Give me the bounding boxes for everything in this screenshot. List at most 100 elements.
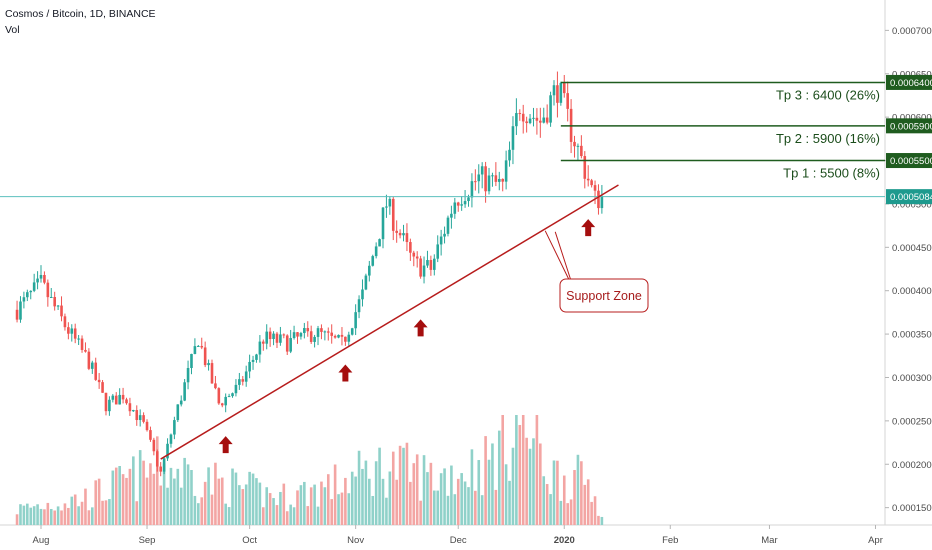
volume-bar bbox=[73, 494, 77, 525]
candle bbox=[316, 325, 320, 346]
volume-bar bbox=[210, 494, 214, 525]
volume-bar bbox=[142, 460, 145, 525]
volume-bar bbox=[227, 507, 231, 525]
candle bbox=[391, 196, 395, 241]
candle-body bbox=[405, 233, 409, 243]
candle bbox=[398, 229, 402, 239]
candle-body bbox=[262, 341, 265, 344]
candle-body bbox=[470, 181, 474, 198]
candle bbox=[118, 388, 121, 405]
candle bbox=[508, 141, 511, 167]
candle bbox=[275, 331, 279, 348]
candle bbox=[415, 251, 419, 268]
volume-bar bbox=[272, 498, 275, 525]
candle bbox=[15, 300, 19, 323]
volume-bar bbox=[515, 415, 518, 525]
volume-bar bbox=[330, 499, 333, 525]
candle bbox=[474, 169, 477, 191]
candle-body bbox=[149, 430, 152, 440]
arrow-shape bbox=[413, 319, 428, 337]
candle bbox=[193, 338, 197, 355]
candle bbox=[289, 329, 292, 354]
candle bbox=[224, 393, 227, 413]
candle-body bbox=[29, 290, 33, 293]
candle bbox=[179, 395, 183, 407]
candle bbox=[528, 114, 532, 125]
candle bbox=[292, 325, 296, 340]
candle-body bbox=[26, 292, 29, 298]
volume-bar bbox=[145, 477, 149, 525]
candle bbox=[101, 380, 104, 393]
annotation-box bbox=[559, 278, 649, 313]
candle bbox=[49, 288, 53, 298]
candle bbox=[515, 98, 518, 135]
candle bbox=[121, 387, 125, 404]
volume-bar bbox=[60, 510, 63, 525]
volume-bar bbox=[542, 476, 546, 525]
candle-body bbox=[67, 327, 70, 334]
volume-bar bbox=[91, 507, 94, 525]
candle-body bbox=[576, 145, 580, 147]
volume-bar bbox=[32, 506, 36, 525]
candle bbox=[46, 279, 50, 307]
candle bbox=[299, 331, 303, 340]
candle bbox=[559, 81, 563, 106]
candle bbox=[104, 392, 108, 416]
candle bbox=[159, 462, 162, 477]
candle-body bbox=[542, 117, 546, 123]
candle-body bbox=[173, 420, 176, 435]
candle bbox=[450, 205, 453, 229]
volume-bar bbox=[289, 504, 292, 525]
candle-body bbox=[303, 328, 306, 334]
candle bbox=[145, 419, 149, 432]
candle-body bbox=[193, 346, 197, 354]
volume-bar bbox=[528, 448, 532, 525]
volume-bar bbox=[446, 495, 450, 525]
candle-body bbox=[210, 363, 214, 384]
volume-bar bbox=[347, 493, 351, 525]
candle bbox=[344, 336, 347, 346]
x-tick-label: Feb bbox=[662, 535, 678, 546]
volume-bar bbox=[186, 464, 190, 525]
candle-body bbox=[508, 149, 511, 161]
volume-bar bbox=[539, 443, 542, 525]
candle-body bbox=[467, 197, 470, 202]
x-tick-label: Apr bbox=[868, 535, 883, 546]
candle-body bbox=[398, 232, 402, 236]
candle-body bbox=[32, 282, 36, 291]
volume-bar bbox=[77, 506, 80, 525]
x-tick-label: Dec bbox=[450, 535, 467, 546]
candle-body bbox=[539, 120, 542, 123]
candle-body bbox=[590, 180, 593, 186]
candle-body bbox=[350, 328, 354, 335]
candle bbox=[378, 238, 381, 247]
volume-bar bbox=[104, 500, 108, 525]
candle-body bbox=[80, 338, 84, 350]
candle-body bbox=[176, 404, 180, 421]
volume-bar bbox=[474, 490, 477, 525]
volume-bar bbox=[326, 474, 330, 525]
candle-body bbox=[532, 117, 535, 119]
candle-body bbox=[497, 178, 501, 182]
candle-body bbox=[111, 395, 115, 400]
candle bbox=[542, 107, 546, 124]
volume-bar bbox=[477, 460, 481, 525]
volume-bar bbox=[354, 476, 357, 525]
candle-body bbox=[279, 334, 282, 343]
candle bbox=[84, 342, 87, 353]
candle-body bbox=[309, 331, 313, 342]
volume-bar bbox=[436, 490, 440, 525]
candle bbox=[535, 108, 539, 135]
x-tick-label: Aug bbox=[33, 535, 50, 546]
candle bbox=[600, 185, 604, 214]
volume-bar bbox=[450, 465, 453, 525]
candle bbox=[583, 151, 587, 189]
candle bbox=[114, 392, 118, 405]
candle-body bbox=[374, 246, 378, 257]
volume-bar bbox=[303, 481, 306, 525]
x-tick-label: 2020 bbox=[554, 535, 575, 546]
volume-bar bbox=[258, 482, 262, 525]
